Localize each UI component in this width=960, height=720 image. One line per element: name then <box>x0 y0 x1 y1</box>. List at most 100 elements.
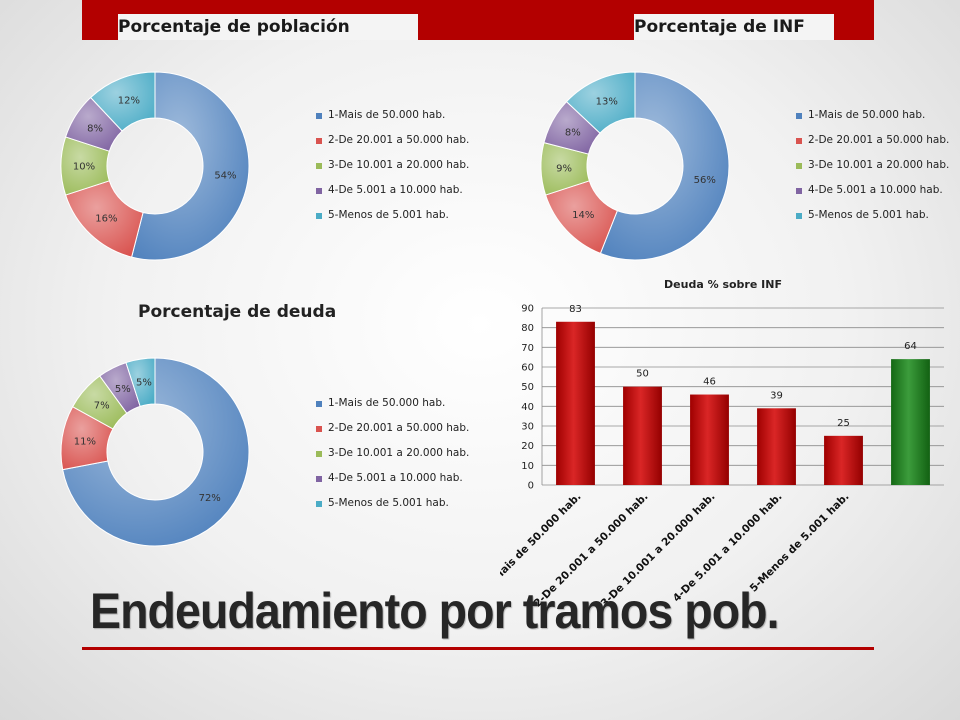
legend-inf: 1-Mais de 50.000 hab. 2-De 20.001 a 50.00… <box>796 109 949 234</box>
inf-slice-5 <box>565 71 636 134</box>
bar-data-label-6: 64 <box>904 341 917 352</box>
top-band: Porcentaje de población Porcentaje de IN… <box>82 0 874 40</box>
poblacion-slice-label-3: 10% <box>73 162 95 173</box>
bar-y-tick-2: 20 <box>521 441 534 452</box>
bar-y-tick-8: 80 <box>521 323 534 334</box>
legend-poblacion: 1-Mais de 50.000 hab. 2-De 20.001 a 50.00… <box>316 109 469 234</box>
chart-title-poblacion: Porcentaje de población <box>118 14 418 40</box>
inf-legend-swatch-2 <box>796 138 802 144</box>
inf-slice-label-4: 8% <box>565 127 581 138</box>
inf-legend-label-4: 4-De 5.001 a 10.000 hab. <box>808 184 943 196</box>
poblacion-legend-entry-5: 5-Menos de 5.001 hab. <box>316 209 469 234</box>
inf-slice-label-5: 13% <box>596 96 618 107</box>
bar-y-tick-1: 10 <box>521 461 534 472</box>
donut-chart-inf: 56% 14% 9% 8% 13% <box>540 71 730 261</box>
inf-slice-label-2: 14% <box>572 210 594 221</box>
title-underline <box>82 647 874 650</box>
deuda-legend-label-4: 4-De 5.001 a 10.000 hab. <box>328 472 463 484</box>
bar-data-label-3: 46 <box>703 377 716 388</box>
deuda-legend-entry-1: 1-Mais de 50.000 hab. <box>316 397 469 422</box>
poblacion-legend-swatch-3 <box>316 163 322 169</box>
poblacion-slice-label-4: 8% <box>87 123 103 134</box>
donut-chart-poblacion: 54% 16% 10% 8% 12% <box>60 71 250 261</box>
poblacion-legend-entry-3: 3-De 10.001 a 20.000 hab. <box>316 159 469 184</box>
deuda-slice-label-5: 5% <box>136 377 152 388</box>
deuda-legend-swatch-1 <box>316 401 322 407</box>
deuda-slice-5 <box>125 357 156 407</box>
poblacion-legend-swatch-4 <box>316 188 322 194</box>
bar-5 <box>824 435 863 485</box>
inf-legend-entry-1: 1-Mais de 50.000 hab. <box>796 109 949 134</box>
deuda-legend-entry-2: 2-De 20.001 a 50.000 hab. <box>316 422 469 447</box>
poblacion-slice-1 <box>131 71 250 261</box>
bar-y-tick-5: 50 <box>521 382 534 393</box>
deuda-slice-1 <box>62 357 250 547</box>
poblacion-legend-label-5: 5-Menos de 5.001 hab. <box>328 209 449 221</box>
bar-data-label-5: 25 <box>837 418 850 429</box>
poblacion-legend-entry-2: 2-De 20.001 a 50.000 hab. <box>316 134 469 159</box>
poblacion-slice-5 <box>89 71 156 132</box>
deuda-legend-entry-3: 3-De 10.001 a 20.000 hab. <box>316 447 469 472</box>
poblacion-legend-label-4: 4-De 5.001 a 10.000 hab. <box>328 184 463 196</box>
inf-legend-entry-2: 2-De 20.001 a 50.000 hab. <box>796 134 949 159</box>
bar-1 <box>556 321 595 485</box>
chart-title-inf: Porcentaje de INF <box>634 14 834 40</box>
poblacion-legend-entry-4: 4-De 5.001 a 10.000 hab. <box>316 184 469 209</box>
inf-legend-entry-4: 4-De 5.001 a 10.000 hab. <box>796 184 949 209</box>
deuda-slice-label-4: 5% <box>115 384 131 395</box>
inf-legend-swatch-5 <box>796 213 802 219</box>
inf-slice-1 <box>599 71 730 261</box>
deuda-slice-label-2: 11% <box>74 436 96 447</box>
inf-legend-swatch-3 <box>796 163 802 169</box>
inf-slice-label-1: 56% <box>694 175 716 186</box>
bar-6 <box>891 359 930 485</box>
inf-slice-label-3: 9% <box>556 164 572 175</box>
inf-legend-label-3: 3-De 10.001 a 20.000 hab. <box>808 159 950 171</box>
poblacion-legend-swatch-1 <box>316 113 322 119</box>
inf-legend-entry-5: 5-Menos de 5.001 hab. <box>796 209 949 234</box>
poblacion-legend-swatch-5 <box>316 213 322 219</box>
deuda-legend-label-1: 1-Mais de 50.000 hab. <box>328 397 446 409</box>
deuda-slice-label-1: 72% <box>199 493 221 504</box>
bar-y-tick-6: 60 <box>521 363 534 374</box>
page-title: Endeudamiento por tramos pob. <box>90 583 780 639</box>
bar-2 <box>623 386 662 485</box>
bar-4 <box>757 408 796 485</box>
bar-chart-title: Deuda % sobre INF <box>664 278 782 291</box>
poblacion-slice-label-5: 12% <box>118 95 140 106</box>
bar-y-tick-4: 40 <box>521 402 534 413</box>
bar-data-label-2: 50 <box>636 369 649 380</box>
legend-deuda: 1-Mais de 50.000 hab. 2-De 20.001 a 50.00… <box>316 397 469 522</box>
bar-y-tick-9: 90 <box>521 304 534 315</box>
bar-y-tick-7: 70 <box>521 343 534 354</box>
chart-title-deuda: Porcentaje de deuda <box>138 302 337 322</box>
deuda-legend-swatch-3 <box>316 451 322 457</box>
inf-legend-label-2: 2-De 20.001 a 50.000 hab. <box>808 134 950 146</box>
donut-chart-deuda: 72% 11% 7% 5% 5% <box>60 357 250 547</box>
bar-3 <box>690 394 729 485</box>
deuda-legend-swatch-5 <box>316 501 322 507</box>
deuda-legend-label-2: 2-De 20.001 a 50.000 hab. <box>328 422 470 434</box>
bar-y-tick-0: 0 <box>528 481 534 492</box>
poblacion-slice-label-2: 16% <box>95 213 117 224</box>
bar-data-label-4: 39 <box>770 390 783 401</box>
poblacion-legend-entry-1: 1-Mais de 50.000 hab. <box>316 109 469 134</box>
deuda-legend-entry-4: 4-De 5.001 a 10.000 hab. <box>316 472 469 497</box>
deuda-legend-entry-5: 5-Menos de 5.001 hab. <box>316 497 469 522</box>
deuda-legend-swatch-2 <box>316 426 322 432</box>
deuda-slice-label-3: 7% <box>94 401 110 412</box>
poblacion-legend-label-3: 3-De 10.001 a 20.000 hab. <box>328 159 470 171</box>
bar-y-tick-3: 30 <box>521 422 534 433</box>
inf-legend-entry-3: 3-De 10.001 a 20.000 hab. <box>796 159 949 184</box>
inf-legend-swatch-1 <box>796 113 802 119</box>
poblacion-slice-label-1: 54% <box>214 170 236 181</box>
deuda-legend-label-3: 3-De 10.001 a 20.000 hab. <box>328 447 470 459</box>
poblacion-legend-label-2: 2-De 20.001 a 50.000 hab. <box>328 134 470 146</box>
deuda-legend-label-5: 5-Menos de 5.001 hab. <box>328 497 449 509</box>
deuda-legend-swatch-4 <box>316 476 322 482</box>
inf-legend-label-5: 5-Menos de 5.001 hab. <box>808 209 929 221</box>
bar-data-label-1: 83 <box>569 304 582 315</box>
inf-legend-label-1: 1-Mais de 50.000 hab. <box>808 109 926 121</box>
inf-legend-swatch-4 <box>796 188 802 194</box>
